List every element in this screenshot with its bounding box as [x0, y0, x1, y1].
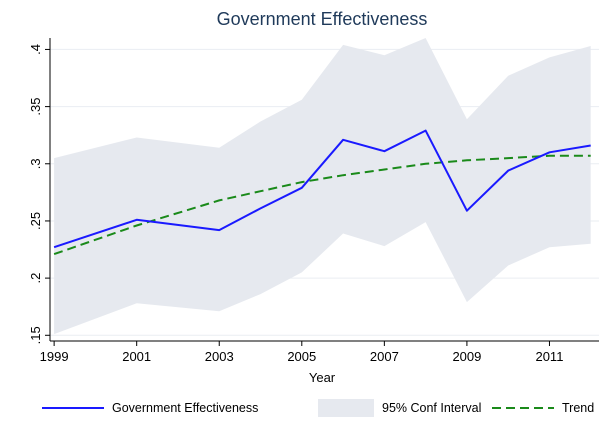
y-tick-label: .35: [28, 98, 43, 116]
chart-title: Government Effectiveness: [217, 9, 428, 29]
y-tick-label: .25: [28, 212, 43, 230]
x-axis-label: Year: [309, 370, 336, 385]
legend-label-trend: Trend: [562, 401, 594, 415]
y-tick-label: .2: [28, 273, 43, 284]
x-tick-label: 2003: [205, 349, 234, 364]
y-tick-label: .15: [28, 326, 43, 344]
confidence-band: [54, 38, 591, 335]
x-tick-label: 2001: [122, 349, 151, 364]
legend-label-confidence-interval: 95% Conf Interval: [382, 401, 481, 415]
x-tick-label: 2005: [287, 349, 316, 364]
y-tick-label: .4: [28, 44, 43, 55]
x-tick-label: 1999: [40, 349, 69, 364]
x-tick-label: 2007: [370, 349, 399, 364]
y-tick-label: .3: [28, 158, 43, 169]
series-line-government-effectiveness: [53, 129, 591, 249]
x-tick-label: 2009: [452, 349, 481, 364]
x-tick-label: 2011: [535, 349, 563, 364]
legend-swatch-confidence-interval: [318, 399, 374, 417]
legend-label-government-effectiveness: Government Effectiveness: [112, 401, 258, 415]
trend-line: [53, 154, 591, 256]
